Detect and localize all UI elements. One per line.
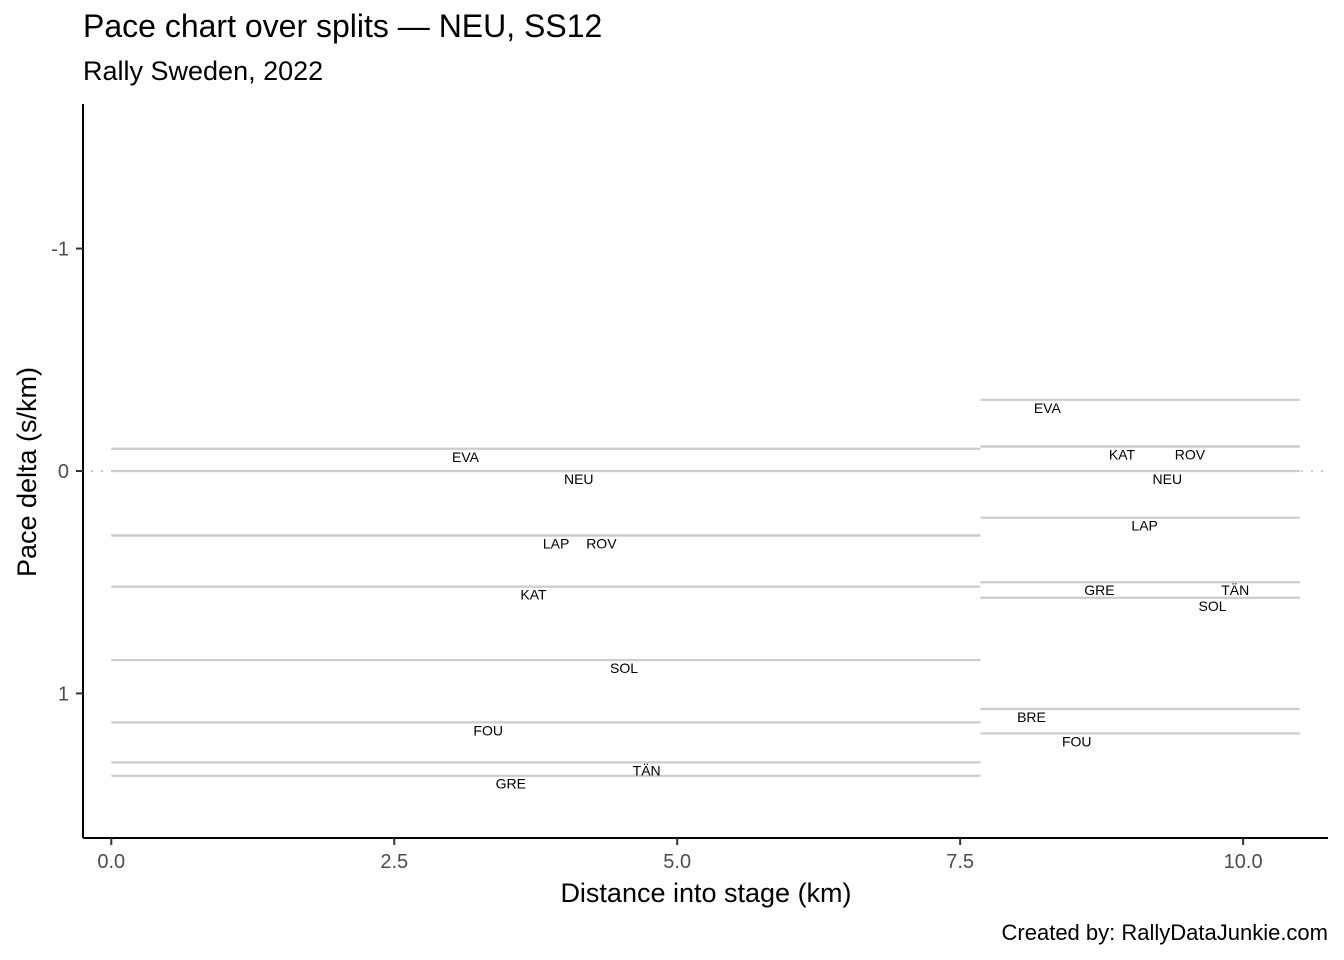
- series-label-tän-split-2: TÄN: [1221, 582, 1249, 598]
- series-label-fou-split-2: FOU: [1062, 733, 1092, 749]
- y-axis-title: Pace delta (s/km): [12, 367, 42, 577]
- series-label-gre-split-2: GRE: [1084, 582, 1114, 598]
- y-tick-label: -1: [51, 239, 69, 261]
- series-label-neu-split-1: NEU: [564, 471, 594, 487]
- x-tick-label: 0.0: [97, 851, 125, 873]
- chart-caption: Created by: RallyDataJunkie.com: [1001, 920, 1328, 945]
- series-label-eva-split-2: EVA: [1034, 400, 1062, 416]
- series-label-rov-split-2: ROV: [1175, 447, 1206, 463]
- chart-subtitle: Rally Sweden, 2022: [83, 56, 324, 86]
- series-label-bre-split-2: BRE: [1017, 709, 1046, 725]
- series-label-fou-split-1: FOU: [473, 722, 503, 738]
- y-tick-label: 1: [58, 683, 69, 705]
- axes: 0.0 2.5 5.0 7.5 10.0 -1 0 1: [51, 104, 1328, 873]
- chart-title: Pace chart over splits — NEU, SS12: [83, 8, 603, 44]
- series-label-lap-split-2: LAP: [1131, 518, 1157, 534]
- series-label-lap-split-1: LAP: [543, 536, 569, 552]
- series-label-neu-split-2: NEU: [1153, 471, 1183, 487]
- x-tick-label: 10.0: [1224, 851, 1263, 873]
- series-label-sol-split-2: SOL: [1199, 598, 1227, 614]
- series-label-gre-split-1: GRE: [496, 776, 526, 792]
- series-label-tän-split-1: TÄN: [633, 762, 661, 778]
- x-tick-label: 7.5: [946, 851, 974, 873]
- series-label-kat-split-2: KAT: [1109, 447, 1136, 463]
- x-tick-label: 2.5: [380, 851, 408, 873]
- series-label-kat-split-1: KAT: [520, 587, 547, 603]
- series-labels: EVA EVA NEU NEU LAP LAP ROV ROV KAT KAT SOL SOL FOU F…: [452, 400, 1249, 792]
- series-lines: [91, 398, 1326, 777]
- series-label-rov-split-1: ROV: [586, 536, 617, 552]
- x-tick-label: 5.0: [663, 851, 691, 873]
- y-tick-label: 0: [58, 461, 69, 483]
- series-label-sol-split-1: SOL: [610, 660, 638, 676]
- x-axis-title: Distance into stage (km): [560, 878, 851, 908]
- series-label-eva-split-1: EVA: [452, 449, 480, 465]
